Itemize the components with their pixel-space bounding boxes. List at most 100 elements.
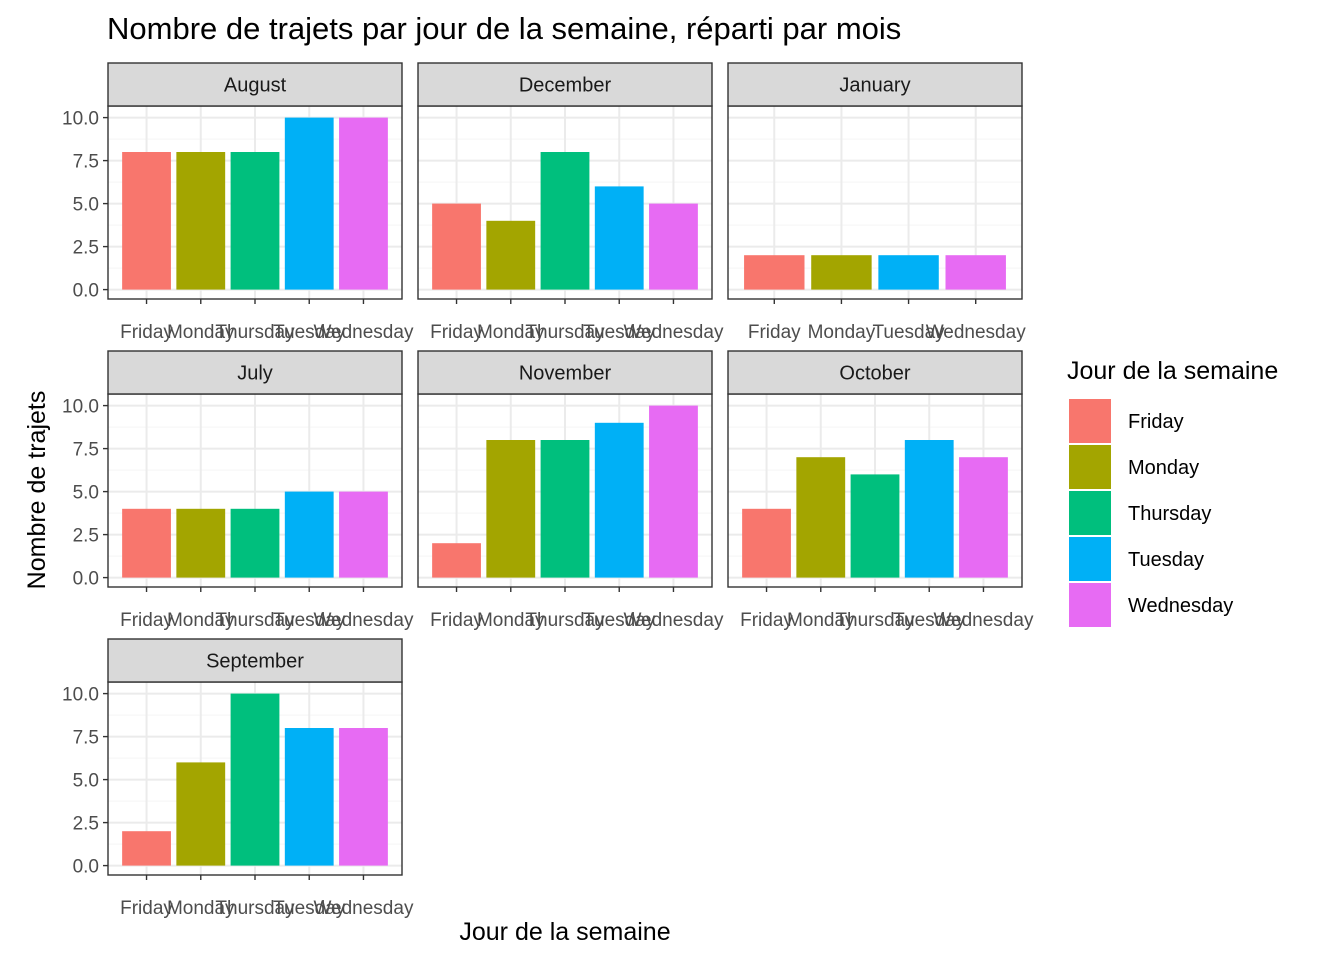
x-tick-label: Thursday [525, 610, 605, 631]
bar-august-thursday [230, 152, 280, 290]
x-tick-label: Friday [120, 898, 173, 919]
x-tick-label: Tuesday [273, 322, 346, 343]
legend-label-friday: Friday [1128, 411, 1184, 433]
strip-background [417, 62, 713, 107]
bar-august-monday [176, 152, 226, 290]
bar-december-tuesday [594, 186, 644, 290]
legend-key-wednesday [1069, 583, 1111, 627]
strip-label: January [839, 75, 910, 97]
bar-september-thursday [230, 693, 280, 866]
x-tick-label: Thursday [215, 610, 295, 631]
y-tick-label: 7.5 [73, 152, 99, 173]
bar-january-tuesday [878, 255, 939, 290]
strip-background [727, 350, 1023, 395]
x-tick-label: Monday [787, 610, 855, 631]
legend-key-friday [1069, 399, 1111, 443]
y-tick-label: 0.0 [73, 857, 99, 878]
bar-september-friday [122, 831, 171, 866]
legend-label-thursday: Thursday [1128, 503, 1211, 525]
bar-december-monday [486, 220, 536, 290]
x-tick-label: Wednesday [313, 898, 413, 919]
bar-october-friday [742, 508, 791, 578]
bar-december-wednesday [649, 203, 698, 290]
bar-july-monday [176, 508, 226, 578]
strip-background [107, 638, 403, 683]
x-tick-label: Friday [120, 610, 173, 631]
y-tick-label: 10.0 [62, 397, 99, 418]
legend: Jour de la semaine Friday Monday Thursday T… [1067, 357, 1278, 627]
bar-october-monday [796, 457, 846, 578]
bar-september-monday [176, 762, 226, 866]
legend-key-thursday [1069, 491, 1111, 535]
x-tick-label: Monday [477, 322, 545, 343]
bar-november-thursday [540, 440, 590, 578]
bar-july-thursday [230, 508, 280, 578]
strip-background [727, 62, 1023, 107]
legend-label-monday: Monday [1128, 457, 1199, 479]
x-tick-label: Monday [167, 322, 235, 343]
x-tick-label: Wednesday [623, 610, 723, 631]
x-tick-label: Thursday [215, 322, 295, 343]
x-tick-label: Friday [430, 322, 483, 343]
y-tick-label: 0.0 [73, 569, 99, 590]
x-tick-label: Friday [430, 610, 483, 631]
bar-january-monday [811, 255, 872, 290]
legend-key-tuesday [1069, 537, 1111, 581]
x-tick-label: Tuesday [583, 610, 656, 631]
x-tick-label: Friday [120, 322, 173, 343]
x-tick-label: Wednesday [926, 322, 1026, 343]
bar-september-tuesday [284, 728, 334, 866]
bar-november-wednesday [649, 405, 698, 578]
y-tick-label: 7.5 [73, 728, 99, 749]
x-tick-label: Wednesday [933, 610, 1033, 631]
x-tick-label: Tuesday [872, 322, 945, 343]
strip-background [107, 62, 403, 107]
x-tick-label: Tuesday [583, 322, 656, 343]
x-tick-label: Tuesday [273, 898, 346, 919]
strip-label: December [519, 75, 612, 97]
x-tick-label: Friday [748, 322, 801, 343]
bar-october-wednesday [959, 457, 1008, 578]
x-tick-label: Monday [167, 610, 235, 631]
x-tick-label: Wednesday [313, 610, 413, 631]
y-tick-label: 10.0 [62, 685, 99, 706]
y-tick-label: 2.5 [73, 814, 99, 835]
bar-july-wednesday [339, 491, 388, 578]
y-tick-label: 5.0 [73, 195, 99, 216]
x-tick-label: Monday [477, 610, 545, 631]
x-tick-label: Wednesday [313, 322, 413, 343]
y-tick-label: 2.5 [73, 238, 99, 259]
bar-october-thursday [850, 474, 900, 578]
bar-november-tuesday [594, 422, 644, 578]
panel-november: November FridayMondayThursdayTuesdayWedne… [417, 350, 724, 631]
x-tick-label: Thursday [215, 898, 295, 919]
strip-background [417, 350, 713, 395]
legend-label-tuesday: Tuesday [1128, 549, 1204, 571]
bar-november-friday [432, 543, 481, 578]
bar-august-wednesday [339, 117, 388, 290]
panel-october: October FridayMondayThursdayTuesdayWednes… [727, 350, 1034, 631]
bar-january-friday [744, 255, 805, 290]
y-tick-label: 5.0 [73, 771, 99, 792]
x-tick-label: Thursday [835, 610, 915, 631]
strip-label: August [224, 75, 287, 97]
bar-january-wednesday [945, 255, 1006, 290]
y-tick-label: 2.5 [73, 526, 99, 547]
bar-august-tuesday [284, 117, 334, 290]
bar-october-tuesday [904, 440, 954, 578]
strip-label: September [206, 651, 304, 673]
x-tick-label: Monday [167, 898, 235, 919]
bar-december-friday [432, 203, 481, 290]
legend-label-wednesday: Wednesday [1128, 595, 1233, 617]
x-tick-label: Friday [740, 610, 793, 631]
bar-september-wednesday [339, 728, 388, 866]
y-axis-title: Nombre de trajets [23, 391, 51, 590]
legend-title: Jour de la semaine [1067, 357, 1278, 385]
bar-july-friday [122, 508, 171, 578]
x-axis-title: Jour de la semaine [459, 918, 670, 946]
legend-key-monday [1069, 445, 1111, 489]
x-tick-label: Wednesday [623, 322, 723, 343]
x-tick-label: Tuesday [273, 610, 346, 631]
strip-label: July [237, 363, 273, 385]
